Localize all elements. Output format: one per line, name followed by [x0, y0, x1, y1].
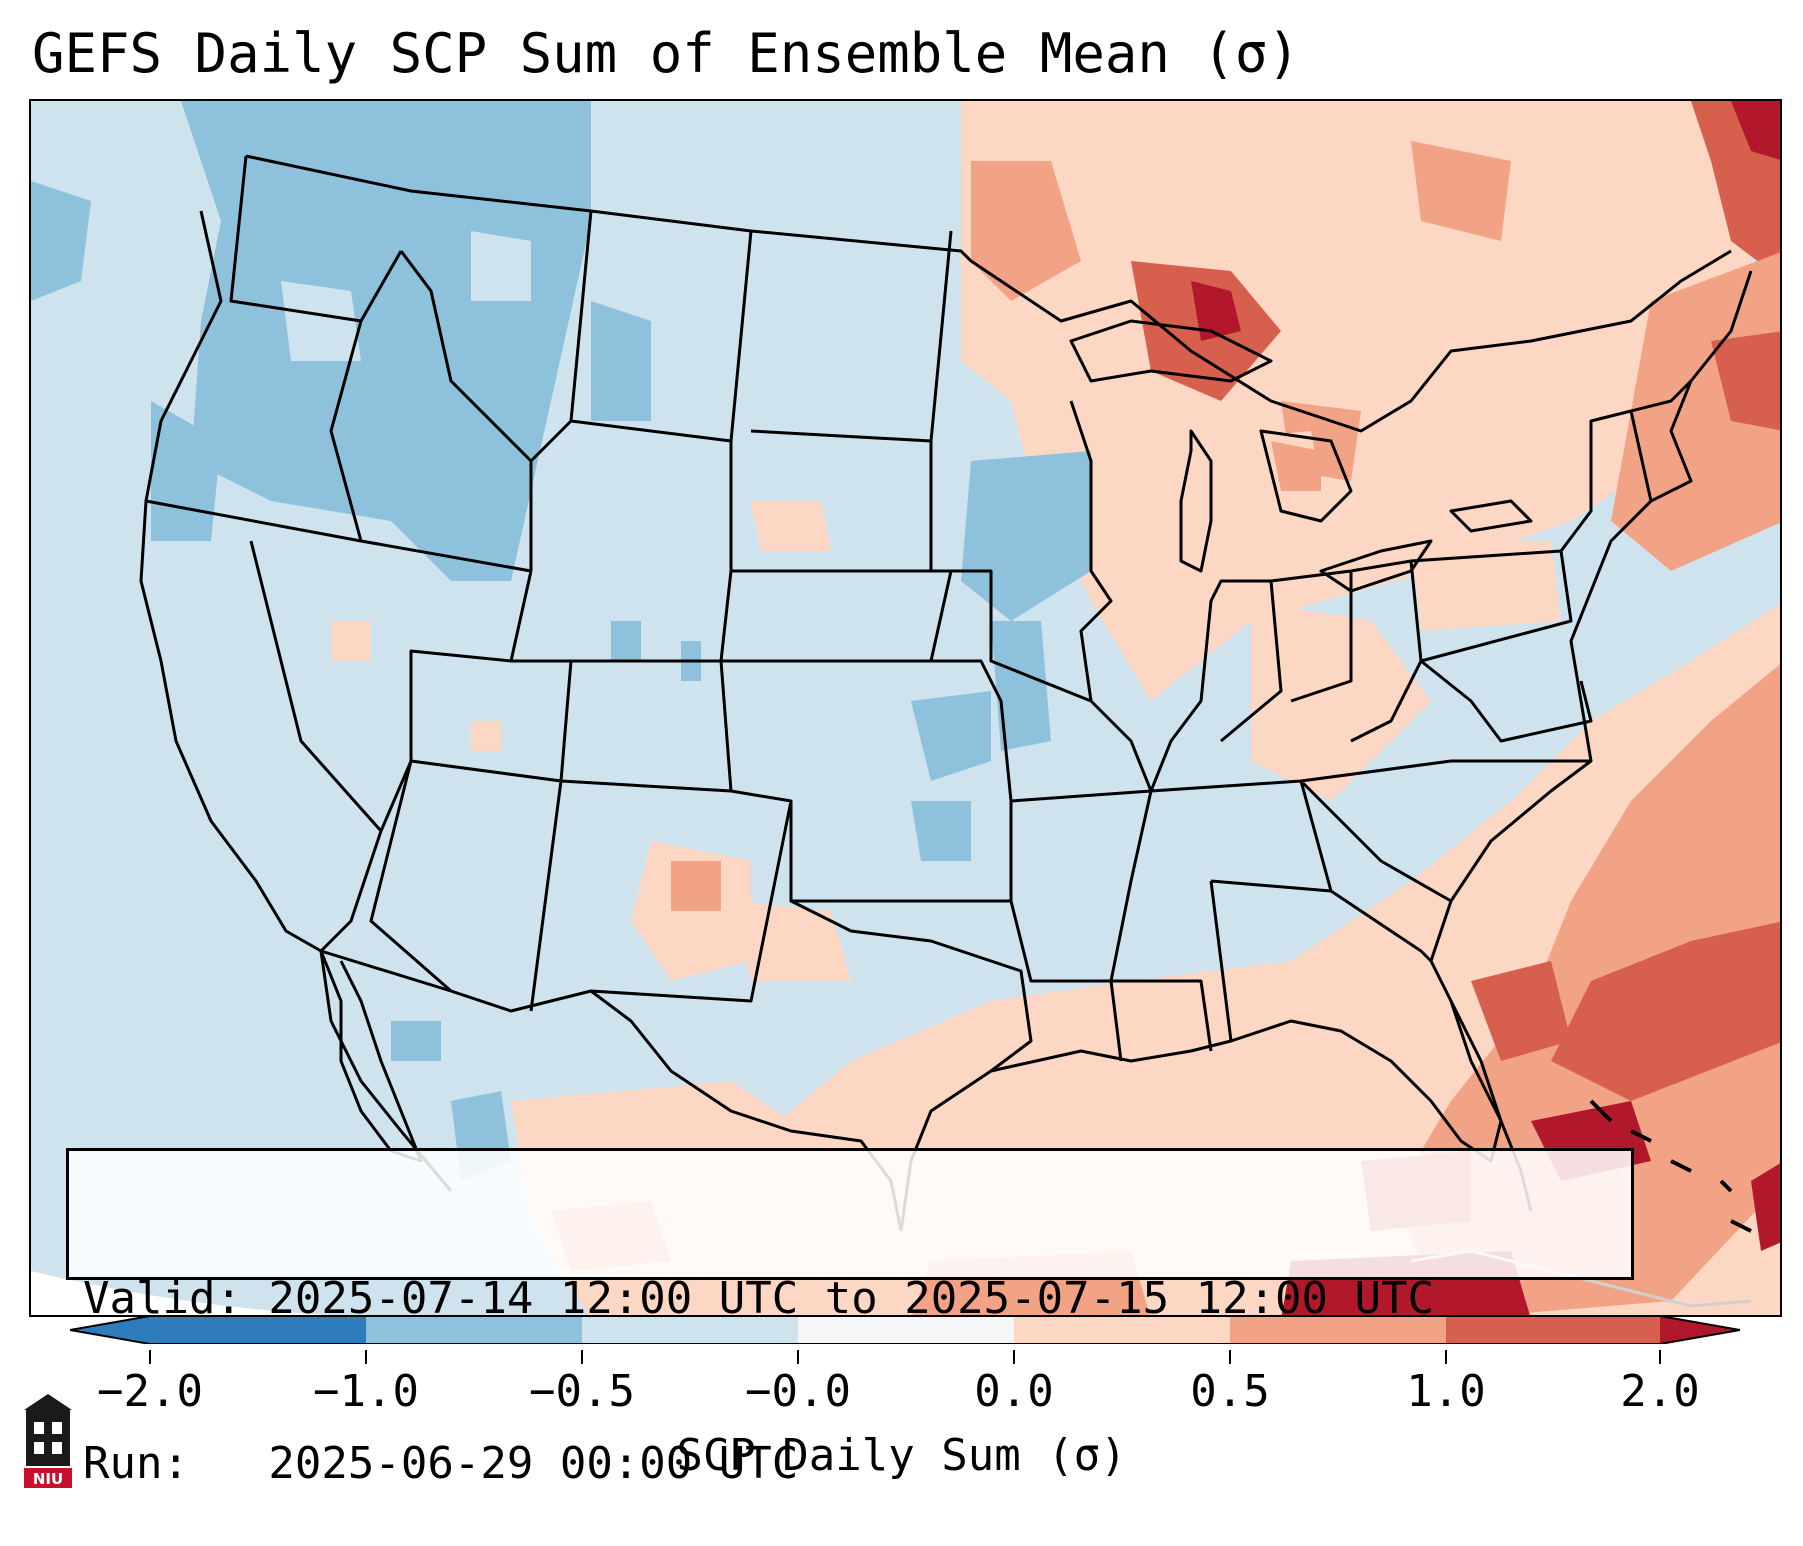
logo-window-4: [52, 1442, 62, 1454]
northwest-blue-field: [181, 101, 591, 581]
niu-logo: NIU: [24, 1394, 72, 1488]
logo-window-2: [52, 1422, 62, 1434]
montana-blue: [591, 301, 651, 421]
logo-band: [24, 1468, 72, 1488]
nevada-speck: [331, 621, 371, 661]
far-east-dark: [1751, 1163, 1780, 1251]
cbar-tick-label: 0.5: [1190, 1366, 1270, 1417]
dakota-speck: [751, 501, 831, 551]
atlantic-dark-red-1: [1551, 921, 1780, 1101]
northeast-coast-field: [1611, 252, 1780, 571]
valid-run-info-box: Valid: 2025-07-14 12:00 UTC to 2025-07-1…: [66, 1148, 1634, 1489]
northwest-light-holes: [281, 281, 361, 361]
lake-erie: [1319, 539, 1433, 593]
colorbar-seg-5: [1014, 1316, 1230, 1344]
cbar-tick-label: −0.5: [529, 1366, 635, 1417]
cbar-tick-label: −1.0: [313, 1366, 419, 1417]
lake-ontario: [1449, 499, 1533, 533]
map-panel: [29, 99, 1782, 1317]
utah-speck: [471, 721, 501, 751]
colorbar-seg-6: [1230, 1316, 1446, 1344]
cbar-tick-label: 0.0: [974, 1366, 1054, 1417]
ohio-valley-red: [1251, 601, 1431, 801]
atlantic-coast: [1429, 270, 1753, 962]
oklahoma-blue: [911, 801, 971, 861]
chart-title: GEFS Daily SCP Sum of Ensemble Mean (σ): [32, 22, 1300, 85]
kansas-blue: [911, 691, 991, 781]
colorbar-seg-2: [366, 1316, 582, 1344]
west-texas-red: [731, 901, 851, 981]
michigan-dark: [1271, 441, 1321, 491]
cbar-tick-6: [1229, 1350, 1231, 1364]
map-svg: [31, 101, 1780, 1315]
idaho-light-hole: [471, 231, 531, 301]
colorbar-seg-4: [798, 1316, 1014, 1344]
cbar-tick-2: [365, 1350, 367, 1364]
bahamas-islands: [1589, 1099, 1752, 1233]
cbar-tick-4: [797, 1350, 799, 1364]
logo-tower-body: [26, 1410, 70, 1466]
colorado-blue-1: [611, 621, 641, 661]
north-red-field: [961, 101, 1751, 701]
projection-edge: [31, 1271, 326, 1315]
pacific-blue-strip: [31, 181, 91, 301]
cbar-tick-label: 2.0: [1620, 1366, 1700, 1417]
state-lines: [145, 155, 1693, 1073]
lake-superior: [1069, 319, 1273, 383]
new-mexico-mid: [671, 861, 721, 911]
sonora-blue: [391, 1021, 441, 1061]
us-canada-border: [245, 154, 1732, 433]
pennsylvania-red: [1411, 541, 1561, 631]
colorbar-extend-high: [1660, 1316, 1740, 1344]
borders: [139, 154, 1753, 1232]
logo-tower-roof: [24, 1394, 72, 1410]
run-time-text: Run: 2025-06-29 00:00 UTC: [83, 1438, 799, 1489]
cbar-tick-3: [581, 1350, 583, 1364]
colorbar-extend-low: [70, 1316, 150, 1344]
colorbar-label: SCP Daily Sum (σ): [676, 1430, 1127, 1481]
north-dark-patch-1: [971, 161, 1081, 301]
pacific-coast: [139, 210, 453, 1192]
colorbar-seg-7: [1446, 1316, 1660, 1344]
colorbar: [70, 1316, 1740, 1344]
cbar-tick-7: [1445, 1350, 1447, 1364]
northeast-coast-dark: [1711, 331, 1780, 431]
lake-michigan: [1179, 429, 1213, 573]
cbar-tick-label: 1.0: [1406, 1366, 1486, 1417]
logo-window-1: [34, 1422, 44, 1434]
cbar-tick-1: [149, 1350, 151, 1364]
cbar-tick-5: [1013, 1350, 1015, 1364]
missouri-blue: [991, 621, 1051, 751]
north-dark-patch-5: [1411, 141, 1511, 241]
north-dark-patch-3: [1191, 281, 1241, 341]
cbar-tick-8: [1659, 1350, 1661, 1364]
cbar-tick-label: −2.0: [97, 1366, 203, 1417]
cbar-tick-label: −0.0: [745, 1366, 851, 1417]
iowa-blue-field: [961, 451, 1091, 621]
logo-text: NIU: [33, 1470, 63, 1488]
logo-window-3: [34, 1442, 44, 1454]
north-dark-patch-7: [1731, 101, 1780, 160]
lake-huron: [1259, 429, 1353, 523]
atlantic-dark-red-2: [1471, 961, 1571, 1061]
colorbar-seg-1: [150, 1316, 366, 1344]
colorbar-seg-3: [582, 1316, 798, 1344]
